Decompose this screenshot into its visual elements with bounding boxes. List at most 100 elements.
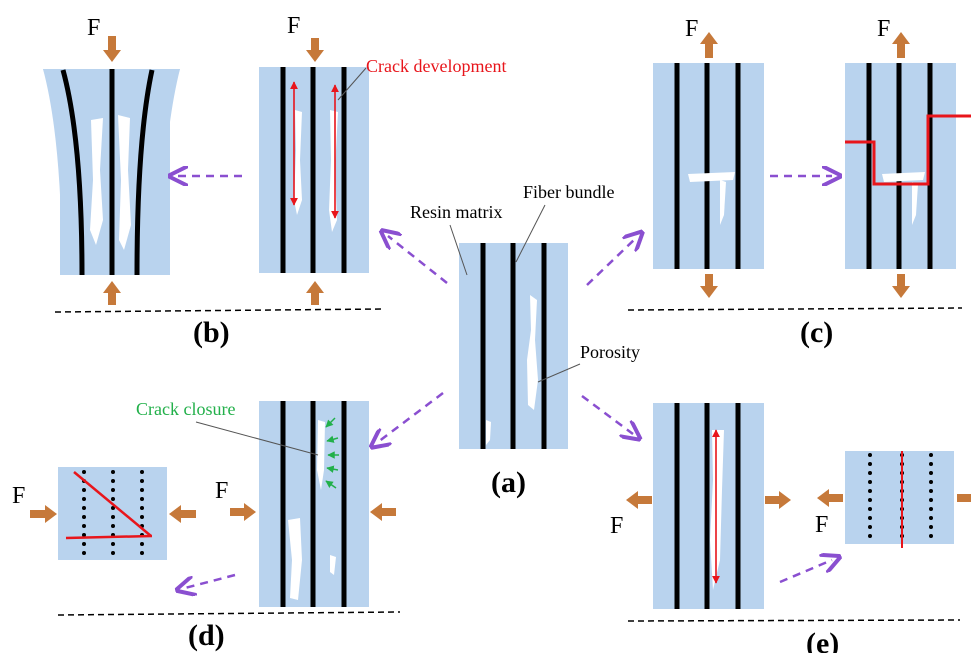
fiber-dot	[111, 551, 115, 555]
fiber-dot	[82, 551, 86, 555]
buckled-fiber	[60, 69, 85, 276]
fiber-dot	[82, 506, 86, 510]
force-label: F	[215, 478, 228, 504]
panel-d-right: Crack closure F	[136, 399, 396, 607]
panel-e-label: (e)	[806, 627, 839, 653]
fiber-dot	[868, 516, 872, 520]
pore	[118, 115, 131, 250]
panel-d-left: F	[12, 467, 196, 560]
force-label: F	[12, 483, 25, 509]
closure-arrow	[325, 417, 336, 428]
crack-line	[73, 471, 152, 537]
crack-path	[845, 114, 971, 186]
fiber-dot	[929, 525, 933, 529]
crack-closure-leader	[195, 421, 319, 456]
force-arrow-up	[892, 32, 910, 58]
force-arrow-left	[817, 489, 843, 507]
force-arrow-up	[306, 281, 324, 305]
resin-matrix-leader	[449, 224, 468, 276]
pore	[486, 420, 491, 445]
fiber-dot	[868, 525, 872, 529]
fiber-dot	[82, 470, 86, 474]
porosity-leader	[537, 363, 581, 383]
pore	[912, 182, 918, 225]
fiber-dot	[868, 489, 872, 493]
pore	[720, 180, 726, 225]
flow-arrow-e	[779, 560, 832, 584]
panel-a-label: (a)	[491, 466, 526, 499]
panel-c-left: F	[653, 16, 764, 298]
panel-b-right: F Crack development	[259, 13, 506, 305]
force-arrow-right	[765, 491, 791, 509]
force-label: F	[287, 13, 300, 39]
crack-closure-label: Crack closure	[136, 399, 235, 419]
flow-arrow-to-b	[388, 236, 448, 284]
panel-a: (a)	[459, 243, 568, 499]
force-label: F	[610, 513, 623, 539]
fiber-dot	[929, 462, 933, 466]
crack-development-label: Crack development	[366, 56, 506, 76]
force-label: F	[815, 512, 828, 538]
fiber-dot	[929, 471, 933, 475]
baseline-d	[57, 611, 401, 616]
fiber-dot	[140, 551, 144, 555]
fiber-dot	[929, 480, 933, 484]
fiber-dot	[82, 488, 86, 492]
pore	[688, 172, 735, 182]
crack-development-leader	[337, 67, 367, 101]
force-label: F	[87, 15, 100, 41]
fiber-dot	[82, 515, 86, 519]
panel-e-left: F	[610, 403, 791, 609]
closure-arrow	[326, 435, 339, 443]
pore	[90, 118, 103, 245]
fiber-dot	[140, 470, 144, 474]
flow-arrow-to-d	[378, 392, 444, 442]
fiber-dot	[868, 453, 872, 457]
resin-matrix-label: Resin matrix	[410, 202, 503, 222]
fiber-dot	[111, 488, 115, 492]
fiber-bundle-leader	[515, 204, 546, 263]
force-arrow-left	[626, 491, 652, 509]
fiber-dot	[82, 533, 86, 537]
force-arrow-down	[892, 274, 910, 298]
fiber-dot	[140, 542, 144, 546]
crack-line	[65, 534, 153, 540]
fiber-dot	[82, 542, 86, 546]
pore	[317, 420, 325, 490]
buckled-fiber	[134, 69, 155, 276]
fiber-dot	[929, 507, 933, 511]
fiber-dot	[929, 534, 933, 538]
fiber-dot	[868, 498, 872, 502]
fiber-dot	[140, 515, 144, 519]
fiber-dot	[82, 524, 86, 528]
force-label: F	[685, 16, 698, 42]
flow-arrow-to-e	[581, 394, 633, 434]
fiber-dot	[111, 515, 115, 519]
force-arrow-right	[957, 494, 971, 502]
fiber-dot	[929, 498, 933, 502]
force-arrow-down	[306, 38, 324, 62]
fiber-dot	[868, 507, 872, 511]
fiber-dot	[140, 479, 144, 483]
fiber-dot	[111, 497, 115, 501]
force-label: F	[877, 16, 890, 42]
panel-d-label: (d)	[188, 619, 225, 652]
force-arrow-right	[230, 503, 256, 521]
force-arrow-down	[103, 36, 121, 62]
fiber-dot	[140, 497, 144, 501]
flow-arrow-d	[185, 573, 236, 588]
panel-b-label: (b)	[193, 316, 230, 349]
force-arrow-up	[103, 281, 121, 305]
panel-c-label: (c)	[800, 316, 833, 349]
baseline-e	[627, 619, 961, 622]
resin-matrix-block	[845, 451, 954, 544]
fiber-dot	[111, 479, 115, 483]
closure-arrow	[326, 465, 339, 473]
force-arrow-right	[30, 505, 57, 523]
fiber-bundle-label: Fiber bundle	[523, 182, 615, 202]
force-arrow-up	[700, 32, 718, 58]
fiber-dot	[111, 524, 115, 528]
fiber-dot	[868, 471, 872, 475]
pore	[330, 555, 336, 575]
